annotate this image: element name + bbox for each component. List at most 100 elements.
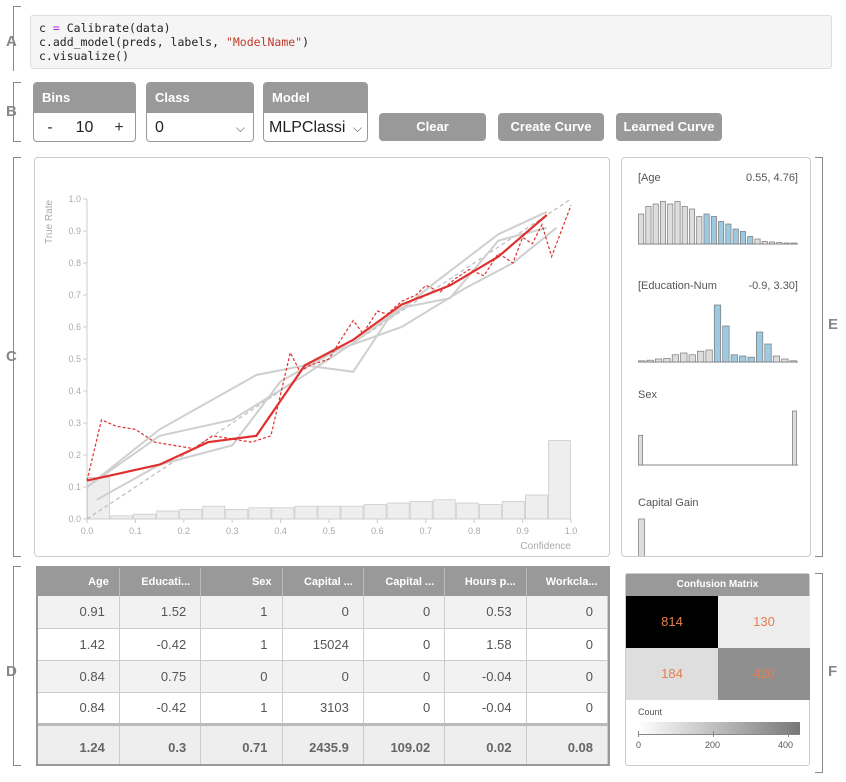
feature-histogram[interactable] [638,513,798,557]
feature-bar [705,349,713,363]
section-label-b: B [6,103,17,120]
feature-bar [689,208,696,245]
legend-tick [638,731,639,737]
feature-sex[interactable]: Sex [638,389,798,474]
y-tick-label: 0.1 [68,482,81,492]
learned-curve-button[interactable]: Learned Curve [616,113,722,141]
class-label: Class [147,83,253,113]
bracket-f [815,573,823,773]
bins-decrement-button[interactable]: - [47,119,53,136]
table-cell: 0 [200,660,283,693]
feature-education-num[interactable]: [Education-Num -0.9, 3.30] [638,280,798,371]
section-label-d: D [6,663,17,680]
histogram-bar [248,507,272,520]
confusion-matrix-panel: Confusion Matrix 814 130 184 420 Count 0… [625,573,810,766]
feature-age[interactable]: [Age 0.55, 4.76] [638,172,798,253]
y-tick-label: 0.8 [68,258,81,268]
y-tick-label: 0.7 [68,290,81,300]
feature-bar [789,360,797,363]
histogram-bar [317,505,341,520]
bins-control: Bins - 10 + [33,82,136,142]
feature-bar [776,242,783,245]
x-tick-label: 0.5 [323,526,336,536]
feature-bar [791,410,797,466]
feature-bar [663,358,671,363]
table-cell: 0.75 [119,660,202,693]
x-tick-label: 0.1 [129,526,142,536]
confusion-matrix-title: Confusion Matrix [626,574,809,596]
bins-value[interactable]: 10 [75,119,94,136]
feature-bar [688,354,696,363]
code-line-3: c.visualize() [39,49,130,63]
column-header[interactable]: Capital ... [282,568,364,596]
histogram-bar [340,505,364,520]
table-row[interactable]: 1.42 -0.42 1 15024 0 1.58 0 [38,628,608,661]
feature-bar [696,216,703,245]
x-tick-label: 0.7 [420,526,433,536]
x-tick-label: 0.0 [81,526,94,536]
column-header[interactable]: Educati... [119,568,202,596]
feature-histogram[interactable] [638,296,798,366]
confusion-cell[interactable]: 130 [718,596,810,648]
summary-cell: 0.02 [444,722,527,764]
bracket-a [13,6,21,71]
series-line-red-solid [86,214,548,482]
feature-bar [638,213,645,245]
feature-histogram[interactable] [638,405,798,469]
feature-bar [645,206,652,245]
histogram-bar [548,440,571,520]
confusion-cell[interactable]: 420 [718,648,810,700]
column-header[interactable]: Sex [200,568,283,596]
clear-button[interactable]: Clear [379,113,486,141]
table-row[interactable]: 0.84 -0.42 1 3103 0 -0.04 0 [38,692,608,725]
summary-cell: 2435.9 [282,722,364,764]
histogram-bar [202,505,226,520]
confusion-cell[interactable]: 184 [626,648,718,700]
feature-bar [638,360,646,363]
confusion-cell[interactable]: 814 [626,596,718,648]
column-header[interactable]: Capital ... [363,568,446,596]
series-line-gray-2 [96,227,558,501]
section-label-c: C [6,348,17,365]
bracket-e [815,157,823,557]
bins-increment-button[interactable]: + [114,119,124,136]
x-tick-label: 0.2 [178,526,191,536]
calibration-chart-panel: 0.0 0.1 0.2 0.3 0.4 0.5 0.6 0.7 0.8 0.9 1.0 0.0 0.1 0… [34,157,610,557]
table-cell: -0.42 [119,628,202,661]
feature-histogram[interactable] [638,188,798,248]
summary-cell: 0.3 [119,722,202,764]
feature-name: [Education-Num [638,280,717,292]
model-select-value: MLPClassi [269,119,346,136]
table-cell: 0 [363,692,446,725]
feature-bar [646,359,654,363]
feature-bar [703,213,710,245]
bracket-b [13,82,21,142]
feature-name: Capital Gain [638,497,699,509]
table-header-row: Age Educati... Sex Capital ... Capital .… [38,568,608,596]
table-row[interactable]: 0.91 1.52 1 0 0 0.53 0 [38,596,608,629]
calibration-chart[interactable]: 0.0 0.1 0.2 0.3 0.4 0.5 0.6 0.7 0.8 0.9 1.0 0.0 0.1 0… [35,158,611,558]
feature-bar [710,216,717,245]
x-tick-label: 0.9 [516,526,529,536]
feature-bar [730,354,738,363]
feature-bar [638,434,644,466]
create-curve-button[interactable]: Create Curve [498,113,604,141]
table-cell: 0.84 [38,660,120,693]
column-header[interactable]: Hours p... [444,568,527,596]
feature-bar [783,242,790,245]
feature-bar [654,358,663,363]
feature-bar [769,241,776,245]
class-select[interactable]: 0 ⌵ [147,113,253,141]
feature-capital-gain[interactable]: Capital Gain [638,497,798,557]
table-cell: -0.04 [444,692,527,725]
model-select[interactable]: MLPClassi ⌵ [264,113,367,141]
y-tick-label: 0.0 [68,514,81,524]
feature-bar [671,354,679,363]
feature-bar [713,304,722,363]
feature-bar [638,518,645,556]
column-header[interactable]: Workcla... [526,568,608,596]
histogram-bar [409,500,433,520]
column-header[interactable]: Age [38,568,120,596]
table-row[interactable]: 0.84 0.75 0 0 0 -0.04 0 [38,660,608,693]
feature-bar [764,343,772,363]
